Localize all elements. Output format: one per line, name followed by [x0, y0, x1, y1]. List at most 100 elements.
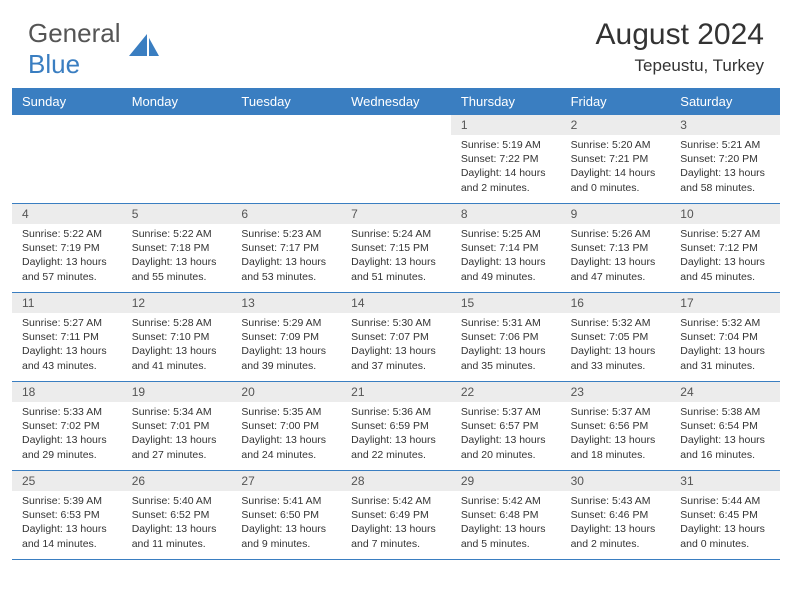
day-number: 29 — [451, 471, 561, 491]
day-info: Sunrise: 5:39 AMSunset: 6:53 PMDaylight:… — [12, 494, 122, 551]
day-cell: 23Sunrise: 5:37 AMSunset: 6:56 PMDayligh… — [561, 382, 671, 470]
day-info: Sunrise: 5:32 AMSunset: 7:05 PMDaylight:… — [561, 316, 671, 373]
day-info: Sunrise: 5:31 AMSunset: 7:06 PMDaylight:… — [451, 316, 561, 373]
day-number: 27 — [231, 471, 341, 491]
day-number: 19 — [122, 382, 232, 402]
day-cell: 25 Sunrise: 5:39 AMSunset: 6:53 PMDayligh… — [12, 471, 122, 559]
day-cell: 12Sunrise: 5:28 AMSunset: 7:10 PMDayligh… — [122, 293, 232, 381]
day-number: 26 — [122, 471, 232, 491]
title-block: August 2024 Tepeustu, Turkey — [596, 18, 764, 76]
day-info: Sunrise: 5:34 AMSunset: 7:01 PMDaylight:… — [122, 405, 232, 462]
day-number: 16 — [561, 293, 671, 313]
day-info: Sunrise: 5:44 AMSunset: 6:45 PMDaylight:… — [670, 494, 780, 551]
day-header-cell: Friday — [561, 88, 671, 115]
day-cell: 6 Sunrise: 5:23 AMSunset: 7:17 PMDaylight… — [231, 204, 341, 292]
day-info: Sunrise: 5:40 AMSunset: 6:52 PMDaylight:… — [122, 494, 232, 551]
day-info: Sunrise: 5:23 AMSunset: 7:17 PMDaylight:… — [231, 227, 341, 284]
day-header-cell: Thursday — [451, 88, 561, 115]
day-number: 25 — [12, 471, 122, 491]
day-number: 30 — [561, 471, 671, 491]
day-cell: 22 Sunrise: 5:37 AMSunset: 6:57 PMDayligh… — [451, 382, 561, 470]
day-cell: 29 Sunrise: 5:42 AMSunset: 6:48 PMDayligh… — [451, 471, 561, 559]
day-header-cell: Sunday — [12, 88, 122, 115]
day-cell: 10 Sunrise: 5:27 AMSunset: 7:12 PMDayligh… — [670, 204, 780, 292]
logo-text: General Blue — [28, 18, 121, 80]
day-cell: 8 Sunrise: 5:25 AMSunset: 7:14 PMDaylight… — [451, 204, 561, 292]
day-cell: 15 Sunrise: 5:31 AMSunset: 7:06 PMDayligh… — [451, 293, 561, 381]
day-info: Sunrise: 5:29 AMSunset: 7:09 PMDaylight:… — [231, 316, 341, 373]
day-cell: 28Sunrise: 5:42 AMSunset: 6:49 PMDayligh… — [341, 471, 451, 559]
day-cell: 30 Sunrise: 5:43 AMSunset: 6:46 PMDayligh… — [561, 471, 671, 559]
empty-cell — [122, 115, 232, 203]
logo-sail-icon — [127, 32, 161, 67]
day-cell: 19 Sunrise: 5:34 AMSunset: 7:01 PMDayligh… — [122, 382, 232, 470]
day-cell: 13Sunrise: 5:29 AMSunset: 7:09 PMDayligh… — [231, 293, 341, 381]
day-number: 24 — [670, 382, 780, 402]
day-number: 17 — [670, 293, 780, 313]
day-cell: 24 Sunrise: 5:38 AMSunset: 6:54 PMDayligh… — [670, 382, 780, 470]
day-number: 15 — [451, 293, 561, 313]
day-info: Sunrise: 5:20 AMSunset: 7:21 PMDaylight:… — [561, 138, 671, 195]
location: Tepeustu, Turkey — [596, 56, 764, 76]
header: General Blue August 2024 Tepeustu, Turke… — [0, 0, 792, 88]
day-number: 10 — [670, 204, 780, 224]
week-row: 4Sunrise: 5:22 AMSunset: 7:19 PMDaylight… — [12, 204, 780, 293]
day-cell: 3Sunrise: 5:21 AMSunset: 7:20 PMDaylight… — [670, 115, 780, 203]
day-info: Sunrise: 5:19 AMSunset: 7:22 PMDaylight:… — [451, 138, 561, 195]
week-row: 25 Sunrise: 5:39 AMSunset: 6:53 PMDayligh… — [12, 471, 780, 560]
day-cell: 5 Sunrise: 5:22 AMSunset: 7:18 PMDaylight… — [122, 204, 232, 292]
day-number: 9 — [561, 204, 671, 224]
day-cell: 16 Sunrise: 5:32 AMSunset: 7:05 PMDayligh… — [561, 293, 671, 381]
day-number: 11 — [12, 293, 122, 313]
day-cell: 2Sunrise: 5:20 AMSunset: 7:21 PMDaylight… — [561, 115, 671, 203]
day-info: Sunrise: 5:24 AMSunset: 7:15 PMDaylight:… — [341, 227, 451, 284]
day-number: 1 — [451, 115, 561, 135]
day-number: 5 — [122, 204, 232, 224]
day-number: 18 — [12, 382, 122, 402]
day-info: Sunrise: 5:22 AMSunset: 7:19 PMDaylight:… — [12, 227, 122, 284]
day-cell: 1 Sunrise: 5:19 AMSunset: 7:22 PMDaylight… — [451, 115, 561, 203]
day-info: Sunrise: 5:27 AMSunset: 7:11 PMDaylight:… — [12, 316, 122, 373]
day-info: Sunrise: 5:27 AMSunset: 7:12 PMDaylight:… — [670, 227, 780, 284]
day-cell: 11 Sunrise: 5:27 AMSunset: 7:11 PMDayligh… — [12, 293, 122, 381]
day-cell: 14 Sunrise: 5:30 AMSunset: 7:07 PMDayligh… — [341, 293, 451, 381]
day-info: Sunrise: 5:37 AMSunset: 6:57 PMDaylight:… — [451, 405, 561, 462]
day-info: Sunrise: 5:35 AMSunset: 7:00 PMDaylight:… — [231, 405, 341, 462]
day-cell: 18 Sunrise: 5:33 AMSunset: 7:02 PMDayligh… — [12, 382, 122, 470]
day-header-cell: Tuesday — [231, 88, 341, 115]
day-header-cell: Monday — [122, 88, 232, 115]
day-info: Sunrise: 5:41 AMSunset: 6:50 PMDaylight:… — [231, 494, 341, 551]
day-cell: 21Sunrise: 5:36 AMSunset: 6:59 PMDayligh… — [341, 382, 451, 470]
day-info: Sunrise: 5:42 AMSunset: 6:48 PMDaylight:… — [451, 494, 561, 551]
day-number: 8 — [451, 204, 561, 224]
day-info: Sunrise: 5:43 AMSunset: 6:46 PMDaylight:… — [561, 494, 671, 551]
day-number: 14 — [341, 293, 451, 313]
day-number: 31 — [670, 471, 780, 491]
day-cell: 7 Sunrise: 5:24 AMSunset: 7:15 PMDaylight… — [341, 204, 451, 292]
day-number: 22 — [451, 382, 561, 402]
day-cell: 31 Sunrise: 5:44 AMSunset: 6:45 PMDayligh… — [670, 471, 780, 559]
day-info: Sunrise: 5:28 AMSunset: 7:10 PMDaylight:… — [122, 316, 232, 373]
logo: General Blue — [28, 18, 161, 80]
empty-cell — [231, 115, 341, 203]
day-info: Sunrise: 5:21 AMSunset: 7:20 PMDaylight:… — [670, 138, 780, 195]
day-info: Sunrise: 5:33 AMSunset: 7:02 PMDaylight:… — [12, 405, 122, 462]
calendar: SundayMondayTuesdayWednesdayThursdayFrid… — [0, 88, 792, 560]
day-info: Sunrise: 5:32 AMSunset: 7:04 PMDaylight:… — [670, 316, 780, 373]
day-info: Sunrise: 5:22 AMSunset: 7:18 PMDaylight:… — [122, 227, 232, 284]
day-number: 6 — [231, 204, 341, 224]
month-title: August 2024 — [596, 18, 764, 52]
day-info: Sunrise: 5:38 AMSunset: 6:54 PMDaylight:… — [670, 405, 780, 462]
weeks-container: 1 Sunrise: 5:19 AMSunset: 7:22 PMDaylight… — [12, 115, 780, 560]
day-cell: 17 Sunrise: 5:32 AMSunset: 7:04 PMDayligh… — [670, 293, 780, 381]
day-cell: 26 Sunrise: 5:40 AMSunset: 6:52 PMDayligh… — [122, 471, 232, 559]
logo-text-blue: Blue — [28, 49, 80, 79]
day-header-cell: Saturday — [670, 88, 780, 115]
logo-text-general: General — [28, 18, 121, 48]
day-info: Sunrise: 5:25 AMSunset: 7:14 PMDaylight:… — [451, 227, 561, 284]
day-cell: 20 Sunrise: 5:35 AMSunset: 7:00 PMDayligh… — [231, 382, 341, 470]
week-row: 18 Sunrise: 5:33 AMSunset: 7:02 PMDayligh… — [12, 382, 780, 471]
day-info: Sunrise: 5:30 AMSunset: 7:07 PMDaylight:… — [341, 316, 451, 373]
day-number: 20 — [231, 382, 341, 402]
day-number: 7 — [341, 204, 451, 224]
